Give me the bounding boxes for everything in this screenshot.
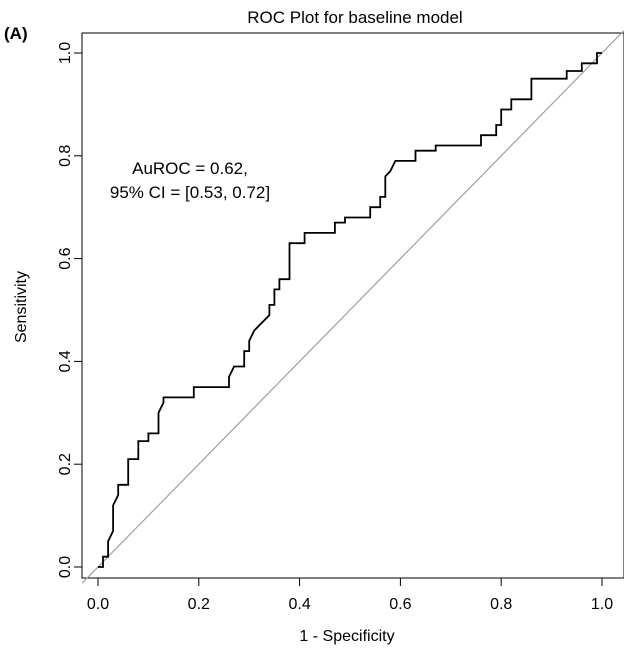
x-tick-label-2: 0.4 <box>288 596 310 613</box>
y-tick-label-0: 0.0 <box>57 556 74 578</box>
y-tick-label-1: 0.2 <box>57 453 74 475</box>
y-tick-label-5: 1.0 <box>57 42 74 64</box>
y-axis: 0.0 0.2 0.4 0.6 0.8 1.0 <box>57 42 83 578</box>
plot-frame <box>81 32 624 579</box>
x-axis-label: 1 - Specificity <box>299 628 394 645</box>
auroc-annotation: AuROC = 0.62, 95% CI = [0.53, 0.72] <box>110 159 270 202</box>
chart-title: ROC Plot for baseline model <box>247 8 462 27</box>
roc-curve-series-0 <box>98 52 602 568</box>
x-tick-label-5: 1.0 <box>591 596 613 613</box>
diagonal-layer <box>81 30 624 584</box>
x-tick-label-1: 0.2 <box>188 596 210 613</box>
x-tick-label-0: 0.0 <box>87 596 109 613</box>
y-tick-label-3: 0.6 <box>57 247 74 269</box>
x-tick-label-3: 0.6 <box>389 596 411 613</box>
annotation-line-1: AuROC = 0.62, <box>132 159 248 178</box>
series-layer <box>98 52 602 568</box>
x-tick-label-4: 0.8 <box>490 596 512 613</box>
x-axis: 0.0 0.2 0.4 0.6 0.8 1.0 <box>87 577 613 613</box>
y-axis-label: Sensitivity <box>13 271 30 343</box>
annotation-line-2: 95% CI = [0.53, 0.72] <box>110 183 270 202</box>
y-tick-label-2: 0.4 <box>57 350 74 372</box>
panel-label: (A) <box>4 24 28 43</box>
y-tick-label-4: 0.8 <box>57 145 74 167</box>
diagonal-reference-line <box>81 30 624 584</box>
